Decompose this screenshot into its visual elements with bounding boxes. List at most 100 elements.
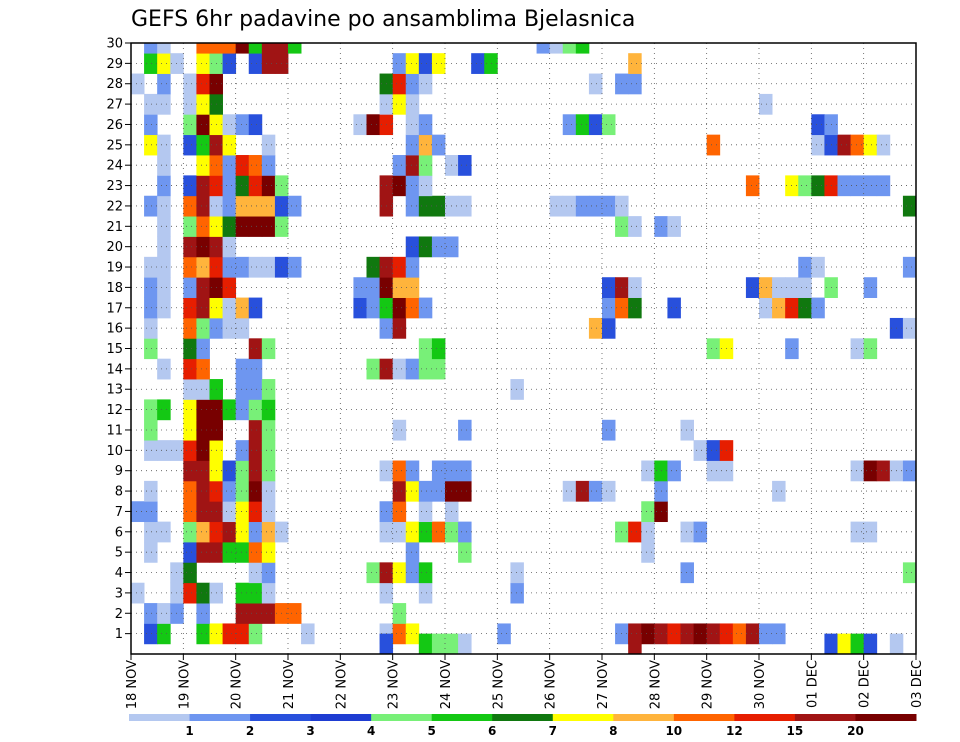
y-tick-label: 17: [106, 301, 123, 316]
heatmap-cell: [628, 53, 642, 74]
heatmap-cell: [418, 480, 433, 502]
heatmap-cell: [837, 633, 851, 655]
y-tick-label: 5: [115, 546, 123, 561]
heatmap-cell: [235, 521, 250, 543]
heatmap-cell: [876, 460, 891, 482]
heatmap-cell: [157, 623, 171, 645]
heatmap-cell: [183, 358, 197, 380]
heatmap-cell: [222, 236, 237, 258]
heatmap-cell: [418, 633, 433, 655]
heatmap-cell: [248, 175, 263, 197]
x-tick-label: 01 DEC: [805, 660, 820, 708]
x-tick-label: 26 NOV: [544, 660, 559, 709]
x-tick-label: 03 DEC: [910, 660, 925, 708]
heatmap-cell: [144, 419, 158, 441]
heatmap-cell: [484, 53, 498, 74]
heatmap-cell: [248, 256, 263, 278]
heatmap-cell: [144, 114, 158, 136]
heatmap-cell: [431, 195, 446, 217]
heatmap-cell: [772, 623, 786, 645]
y-tick-label: 11: [106, 423, 123, 438]
heatmap-cell: [392, 623, 407, 645]
heatmap-cell: [144, 603, 158, 624]
heatmap-cell: [562, 480, 577, 502]
heatmap-cell: [392, 175, 407, 197]
heatmap-cell: [745, 277, 760, 298]
heatmap-cell: [562, 195, 577, 217]
heatmap-cell: [863, 521, 878, 543]
x-axis: 18 NOV 19 NOV 20 NOV 21 NOV 22 NOV 23 NOV 24 N…: [125, 654, 925, 709]
y-tick-label: 25: [106, 138, 123, 153]
heatmap-cell: [405, 521, 420, 543]
chart-title: GEFS 6hr padavine po ansamblima Bjelasni…: [131, 7, 635, 32]
heatmap-cell: [196, 93, 210, 115]
heatmap-cell: [196, 297, 210, 319]
heatmap-cell: [405, 562, 420, 584]
heatmap-cell: [863, 277, 878, 298]
colorbar-label: 7: [549, 724, 557, 738]
heatmap-cell: [562, 114, 577, 136]
heatmap-cell: [431, 134, 446, 156]
heatmap-cell: [248, 440, 263, 461]
colorbar-label: 1: [185, 724, 193, 738]
heatmap-cell: [588, 195, 603, 217]
heatmap-cell: [850, 460, 865, 482]
heatmap-cell: [144, 338, 158, 360]
y-tick-label: 23: [106, 179, 123, 194]
heatmap-cell: [353, 297, 367, 319]
heatmap-cell: [196, 460, 210, 482]
heatmap-cell: [876, 175, 891, 197]
heatmap-cell: [196, 216, 210, 237]
heatmap-cell: [405, 134, 420, 156]
heatmap-cell: [248, 603, 263, 624]
colorbar-swatch: [552, 714, 614, 721]
x-tick-label: 27 NOV: [596, 660, 611, 709]
heatmap-cell: [196, 338, 210, 360]
heatmap-cell: [222, 175, 237, 197]
colorbar-swatch: [189, 714, 251, 721]
heatmap-cell: [248, 501, 263, 523]
heatmap-cell: [183, 399, 197, 421]
heatmap-cell: [222, 460, 237, 482]
heatmap-cell: [588, 317, 603, 339]
heatmap-cell: [641, 501, 655, 523]
heatmap-cell: [261, 43, 276, 54]
heatmap-cell: [261, 216, 276, 237]
colorbar-label: 8: [609, 724, 617, 738]
colorbar-legend: 1 2 3 4 5 6 7 8 10 12 15 20: [129, 714, 917, 738]
heatmap-cell: [196, 114, 210, 136]
heatmap-cell: [157, 521, 171, 543]
colorbar-label: 20: [847, 724, 864, 738]
heatmap-cell: [222, 501, 237, 523]
heatmap-cell: [196, 317, 210, 339]
heatmap-cell: [235, 297, 250, 319]
heatmap-cell: [235, 43, 250, 54]
colorbar-swatch: [371, 714, 433, 721]
heatmap-cell: [458, 419, 472, 441]
heatmap-cell: [261, 175, 276, 197]
heatmap-cell: [235, 358, 250, 380]
heatmap-cell: [235, 603, 250, 624]
y-tick-label: 13: [106, 383, 123, 398]
heatmap-cell: [248, 419, 263, 441]
x-tick-label: 23 NOV: [387, 660, 402, 709]
heatmap-cell: [641, 541, 655, 563]
heatmap-cell: [392, 419, 407, 441]
heatmap-cell: [157, 195, 171, 217]
heatmap-cell: [235, 175, 250, 197]
heatmap-cell: [759, 93, 773, 115]
y-tick-label: 10: [106, 444, 123, 459]
heatmap-cell: [863, 338, 878, 360]
heatmap-cell: [772, 297, 786, 319]
y-tick-label: 28: [106, 77, 123, 92]
heatmap-cell: [510, 582, 524, 604]
heatmap-cell: [628, 216, 642, 237]
heatmap-cell: [693, 440, 708, 461]
heatmap-cell: [248, 358, 263, 380]
heatmap-cell: [222, 114, 237, 136]
heatmap-cell: [157, 155, 171, 176]
x-tick-label: 30 NOV: [753, 660, 768, 709]
heatmap-cell: [431, 338, 446, 360]
heatmap-cell: [196, 379, 210, 400]
heatmap-cell: [144, 134, 158, 156]
